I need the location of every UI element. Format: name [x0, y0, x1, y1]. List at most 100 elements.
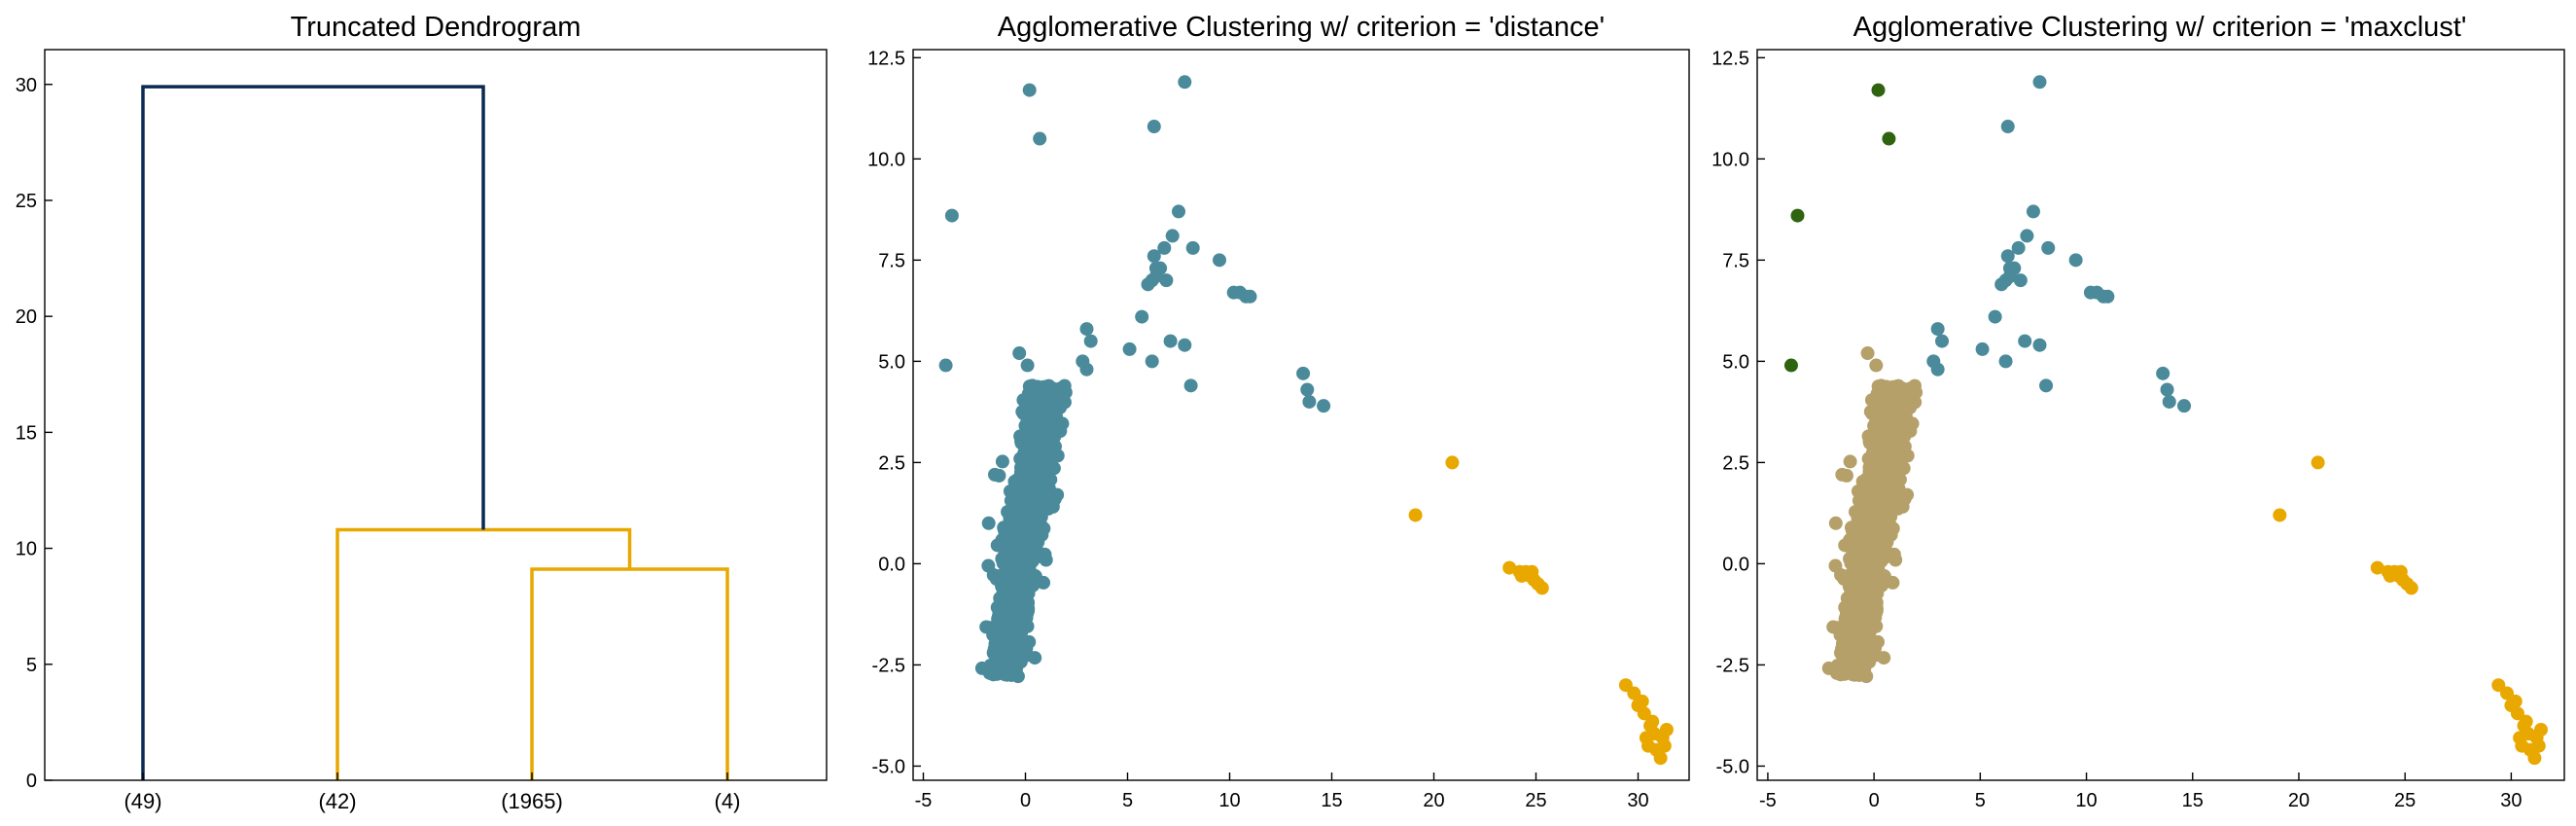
- scatter-distance-point: [1159, 273, 1174, 288]
- scatter-distance-ytick-label: 0.0: [878, 554, 905, 575]
- scatter-maxclust-dense-point: [1876, 399, 1890, 413]
- scatter-maxclust-dense-point: [1851, 664, 1865, 678]
- scatter-distance-point: [1657, 738, 1672, 753]
- scatter-maxclust-point: [2527, 751, 2542, 766]
- scatter-distance-point: [1502, 560, 1517, 575]
- scatter-distance-point: [981, 516, 996, 530]
- scatter-maxclust-point: [1975, 341, 1990, 356]
- scatter-maxclust-dense-point: [1886, 575, 1900, 590]
- scatter-distance-point: [1300, 382, 1315, 397]
- scatter-distance-point: [1079, 362, 1094, 377]
- dendrogram-ytick-label: 30: [16, 75, 37, 96]
- scatter-distance-series-0: [938, 75, 1331, 684]
- dendrogram-title: Truncated Dendrogram: [291, 12, 582, 43]
- scatter-maxclust-dense-point: [1869, 601, 1884, 616]
- scatter-maxclust-ytick-label: 10.0: [1711, 149, 1749, 170]
- dendrogram-ytick-label: 20: [16, 306, 37, 328]
- scatter-distance-dense-point: [1016, 458, 1031, 473]
- scatter-maxclust-point: [2177, 399, 2192, 413]
- scatter-distance-point: [1083, 334, 1098, 348]
- scatter-maxclust-point: [2018, 334, 2032, 348]
- scatter-distance-dense-point: [1037, 575, 1051, 590]
- scatter-distance-ytick-label: 12.5: [867, 48, 905, 69]
- dendrogram-link-2: [141, 85, 485, 780]
- scatter-maxclust-point: [2519, 714, 2533, 729]
- scatter-distance-point: [1659, 722, 1674, 736]
- scatter-distance-dense-point: [1029, 511, 1043, 525]
- scatter-distance-ytick-label: -5.0: [872, 756, 905, 777]
- scatter-distance-point: [1408, 508, 1423, 522]
- scatter-maxclust-point: [2513, 731, 2527, 745]
- dendrogram-ytick-label: 25: [16, 191, 37, 212]
- scatter-distance-point: [1135, 309, 1149, 324]
- scatter-distance-dense-point: [1006, 490, 1020, 505]
- scatter-maxclust-point: [1930, 362, 1945, 377]
- scatter-distance-ytick-label: 2.5: [878, 452, 905, 474]
- dendrogram-leaf-label: (4): [715, 789, 741, 813]
- scatter-distance-point: [1639, 731, 1653, 745]
- dendrogram-ytick-label: 0: [26, 771, 37, 792]
- dendrogram-link-0: [530, 567, 729, 780]
- scatter-maxclust-point: [1835, 467, 1850, 482]
- scatter-distance-dense-point: [1027, 399, 1041, 413]
- scatter-distance-point: [1645, 714, 1660, 729]
- scatter-distance-dense-point: [1015, 533, 1030, 548]
- scatter-maxclust-ytick-label: 5.0: [1722, 351, 1749, 373]
- scatter-maxclust-dense-point: [1879, 480, 1893, 494]
- scatter-distance-point: [1317, 399, 1331, 413]
- scatter-maxclust-point: [2032, 338, 2047, 352]
- scatter-distance-xtick-label: 15: [1321, 790, 1342, 811]
- scatter-maxclust-point: [2160, 382, 2174, 397]
- scatter-maxclust-dense-point: [1858, 603, 1873, 618]
- scatter-maxclust-dense-point: [1860, 654, 1875, 668]
- scatter-maxclust-ticks: -5 0 5 10 15 20 25 30 -5.0 -2.5 0.0 2.5 5.0 7.5 10.0 12…: [1711, 48, 2522, 811]
- scatter-maxclust-series-1: [1783, 83, 1896, 373]
- scatter-maxclust-dense-point: [1865, 458, 1880, 473]
- scatter-distance-point: [1296, 366, 1311, 380]
- scatter-distance-dense-point: [986, 645, 1001, 660]
- scatter-distance-dense-point: [1013, 520, 1028, 534]
- scatter-maxclust-point: [2404, 581, 2418, 595]
- scatter-distance-dense-point: [1006, 589, 1021, 603]
- scatter-maxclust-dense-point: [1837, 572, 1852, 587]
- scatter-distance-ytick-label: 5.0: [878, 351, 905, 373]
- scatter-maxclust-dense-point: [1843, 454, 1857, 469]
- scatter-maxclust-point: [2039, 378, 2054, 393]
- scatter-maxclust-dense-point: [1862, 434, 1877, 449]
- scatter-distance-axes-frame: [912, 49, 1690, 781]
- scatter-maxclust-dense-point: [1838, 658, 1853, 672]
- scatter-maxclust-xtick-label: 5: [1975, 790, 1986, 811]
- scatter-distance-point: [1514, 568, 1529, 583]
- scatter-maxclust-dense-point: [1890, 500, 1905, 515]
- scatter-distance-dense-point: [995, 454, 1009, 469]
- scatter-maxclust-dense-point: [1868, 565, 1883, 580]
- scatter-distance-dense-point: [1040, 431, 1054, 446]
- scatter-maxclust-point: [1935, 334, 1950, 348]
- scatter-distance-point: [944, 208, 959, 223]
- scatter-distance-dense-point: [990, 600, 1005, 615]
- scatter-distance-point: [1012, 346, 1027, 361]
- scatter-distance-dense-point: [1028, 651, 1042, 665]
- dendrogram-ytick-label: 5: [26, 655, 37, 676]
- scatter-distance-point: [1535, 581, 1549, 595]
- scatter-distance-xtick-label: -5: [915, 790, 933, 811]
- scatter-distance-dense-point: [990, 658, 1005, 672]
- scatter-distance-point: [1178, 75, 1192, 90]
- scatter-distance-point: [1020, 358, 1035, 373]
- scatter-distance-point: [1033, 131, 1047, 146]
- scatter-maxclust-dense-point: [1867, 477, 1882, 491]
- scatter-maxclust-dense-point: [1852, 621, 1866, 635]
- scatter-distance-panel: Agglomerative Clustering w/ criterion = …: [867, 12, 1690, 811]
- scatter-maxclust-dense-point: [1851, 572, 1865, 587]
- scatter-maxclust-point: [2013, 273, 2028, 288]
- scatter-distance-series-1: [1408, 455, 1674, 766]
- scatter-distance-dense-point: [1041, 500, 1055, 515]
- scatter-distance-dense-point: [1003, 572, 1017, 587]
- scatter-maxclust-point: [2510, 706, 2524, 721]
- scatter-distance-dense-point: [1030, 480, 1044, 494]
- scatter-distance-dense-point: [1010, 603, 1025, 618]
- scatter-distance-xtick-label: 25: [1525, 790, 1546, 811]
- scatter-maxclust-point: [1869, 358, 1884, 373]
- dendrogram-leaf-label: (49): [124, 789, 161, 813]
- scatter-maxclust-dense-point: [1828, 558, 1843, 573]
